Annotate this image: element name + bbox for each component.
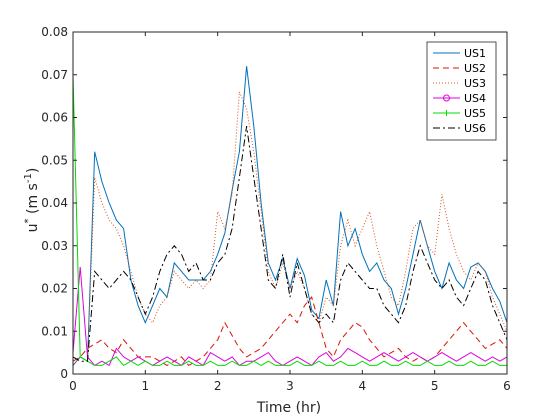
y-axis-label-unit-exp: -1 xyxy=(23,173,34,183)
legend-marker-circle xyxy=(443,94,450,102)
legend-label-us4: US4 xyxy=(464,92,486,105)
y-tick-label: 0.04 xyxy=(41,196,68,210)
x-tick-label: 0 xyxy=(69,379,77,393)
plot-area xyxy=(72,66,508,367)
y-axis-label-unit-suffix: ) xyxy=(25,168,41,173)
legend-label-us2: US2 xyxy=(464,62,486,75)
y-axis-label: u* (m s-1) xyxy=(23,168,41,233)
y-axis-label-sup: * xyxy=(23,218,34,223)
legend-label-us6: US6 xyxy=(464,122,486,135)
legend-marker-plus xyxy=(443,110,450,116)
y-tick-label: 0.01 xyxy=(41,324,68,338)
x-axis-label: Time (hr) xyxy=(256,400,321,416)
legend-label-us3: US3 xyxy=(464,77,486,90)
series-line-us1 xyxy=(72,66,508,366)
y-tick-label: 0.08 xyxy=(41,25,68,39)
legend-label-us1: US1 xyxy=(464,47,486,60)
y-tick-label: 0.03 xyxy=(41,239,68,253)
series-line-us5 xyxy=(72,74,507,367)
y-tick-label: 0.05 xyxy=(41,153,68,167)
y-axis-label-main: u xyxy=(25,223,41,232)
y-tick-label: 0 xyxy=(60,367,68,381)
legend-box xyxy=(426,41,497,141)
x-tick-label: 1 xyxy=(142,379,150,393)
x-tick-label: 5 xyxy=(431,379,439,393)
series-line-us6 xyxy=(72,126,508,362)
x-tick-label: 6 xyxy=(503,379,511,393)
x-tick-label: 4 xyxy=(359,379,367,393)
x-tick-label: 3 xyxy=(286,379,294,393)
legend-label-us5: US5 xyxy=(464,107,486,120)
y-tick-label: 0.02 xyxy=(41,282,68,296)
axes: 0 1 2 3 4 5 6 0 0.01 0.02 0.03 0.04 0.05 0.06 0.07 0.08 xyxy=(41,25,511,393)
y-axis-label-unit-prefix: (m s xyxy=(25,183,41,218)
series-line-us3 xyxy=(72,91,508,366)
y-tick-label: 0.06 xyxy=(41,111,68,125)
y-tick-label: 0.07 xyxy=(41,68,68,82)
legend: US1 US2 US3 US4 US5 US6 xyxy=(426,41,497,141)
x-tick-label: 2 xyxy=(214,379,222,393)
